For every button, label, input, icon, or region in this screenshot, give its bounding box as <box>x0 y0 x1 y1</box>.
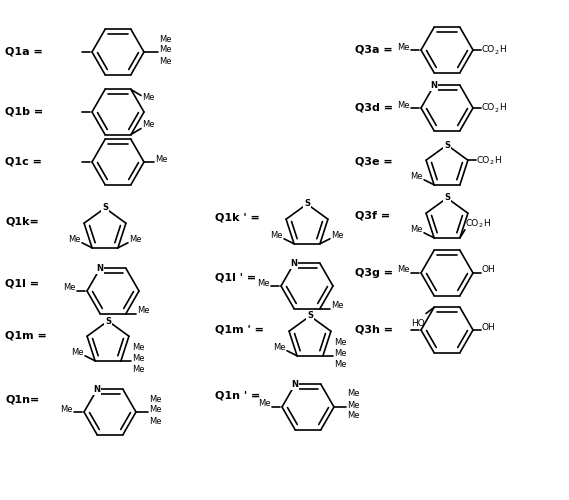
Text: Q3d =: Q3d = <box>355 103 393 113</box>
Text: Me: Me <box>129 236 142 244</box>
Text: S: S <box>105 316 111 326</box>
Text: N: N <box>291 380 299 389</box>
Text: S: S <box>307 312 313 320</box>
Text: Me: Me <box>72 348 84 358</box>
Text: Me: Me <box>334 338 347 347</box>
Text: Q1n ' =: Q1n ' = <box>215 390 260 400</box>
Text: Me: Me <box>258 278 270 287</box>
Text: Me: Me <box>64 284 76 292</box>
Text: Q1m ' =: Q1m ' = <box>215 325 264 335</box>
Text: H: H <box>499 46 506 54</box>
Text: Q3a =: Q3a = <box>355 45 393 55</box>
Text: 2: 2 <box>479 224 483 228</box>
Text: Q1m =: Q1m = <box>5 330 47 340</box>
Text: 2: 2 <box>490 160 494 164</box>
Text: Me: Me <box>411 226 423 234</box>
Text: S: S <box>444 140 450 149</box>
Text: Me: Me <box>69 236 81 244</box>
Text: Me: Me <box>149 416 162 426</box>
Text: Me: Me <box>347 390 360 398</box>
Text: Me: Me <box>132 354 145 364</box>
Text: 2: 2 <box>495 50 499 54</box>
Text: N: N <box>431 81 438 90</box>
Text: Me: Me <box>132 366 145 374</box>
Text: N: N <box>291 259 298 268</box>
Text: Me: Me <box>331 301 344 310</box>
Text: Q1a =: Q1a = <box>5 47 43 57</box>
Text: Me: Me <box>132 344 145 352</box>
Text: Me: Me <box>398 100 410 110</box>
Text: Me: Me <box>149 394 162 404</box>
Text: Me: Me <box>155 154 167 164</box>
Text: Q1b =: Q1b = <box>5 107 43 117</box>
Text: Me: Me <box>159 46 171 54</box>
Text: S: S <box>444 194 450 202</box>
Text: Me: Me <box>60 404 73 413</box>
Text: S: S <box>102 204 108 212</box>
Text: Me: Me <box>334 350 347 358</box>
Text: Me: Me <box>258 400 271 408</box>
Text: Me: Me <box>347 400 360 409</box>
Text: Q3g =: Q3g = <box>355 268 393 278</box>
Text: Q1k ' =: Q1k ' = <box>215 213 260 223</box>
Text: S: S <box>304 200 310 208</box>
Text: 2: 2 <box>495 108 499 112</box>
Text: Me: Me <box>271 232 283 240</box>
Text: CO: CO <box>466 220 479 228</box>
Text: Me: Me <box>137 306 150 315</box>
Text: Me: Me <box>274 344 286 352</box>
Text: N: N <box>97 264 104 273</box>
Text: Q1k=: Q1k= <box>5 217 39 227</box>
Text: CO: CO <box>477 156 490 164</box>
Text: Me: Me <box>142 120 155 129</box>
Text: Me: Me <box>398 42 410 51</box>
Text: Me: Me <box>159 34 171 43</box>
Text: Me: Me <box>411 172 423 182</box>
Text: Me: Me <box>398 266 410 274</box>
Text: Me: Me <box>149 406 162 414</box>
Text: H: H <box>499 104 506 112</box>
Text: Q3h =: Q3h = <box>355 325 393 335</box>
Text: OH: OH <box>482 266 496 274</box>
Text: Q1l ' =: Q1l ' = <box>215 273 256 283</box>
Text: Me: Me <box>334 360 347 370</box>
Text: Me: Me <box>159 56 171 66</box>
Text: CO: CO <box>482 104 495 112</box>
Text: CO: CO <box>482 46 495 54</box>
Text: Q1c =: Q1c = <box>5 157 42 167</box>
Text: Q3f =: Q3f = <box>355 210 390 220</box>
Text: N: N <box>93 385 101 394</box>
Text: Q3e =: Q3e = <box>355 157 393 167</box>
Text: Me: Me <box>347 412 360 420</box>
Text: Me: Me <box>331 232 344 240</box>
Text: Q1n=: Q1n= <box>5 395 39 405</box>
Text: H: H <box>483 220 490 228</box>
Text: H: H <box>494 156 501 164</box>
Text: HO: HO <box>411 319 425 328</box>
Text: Q1l =: Q1l = <box>5 278 39 288</box>
Text: Me: Me <box>142 93 155 102</box>
Text: OH: OH <box>482 322 496 332</box>
